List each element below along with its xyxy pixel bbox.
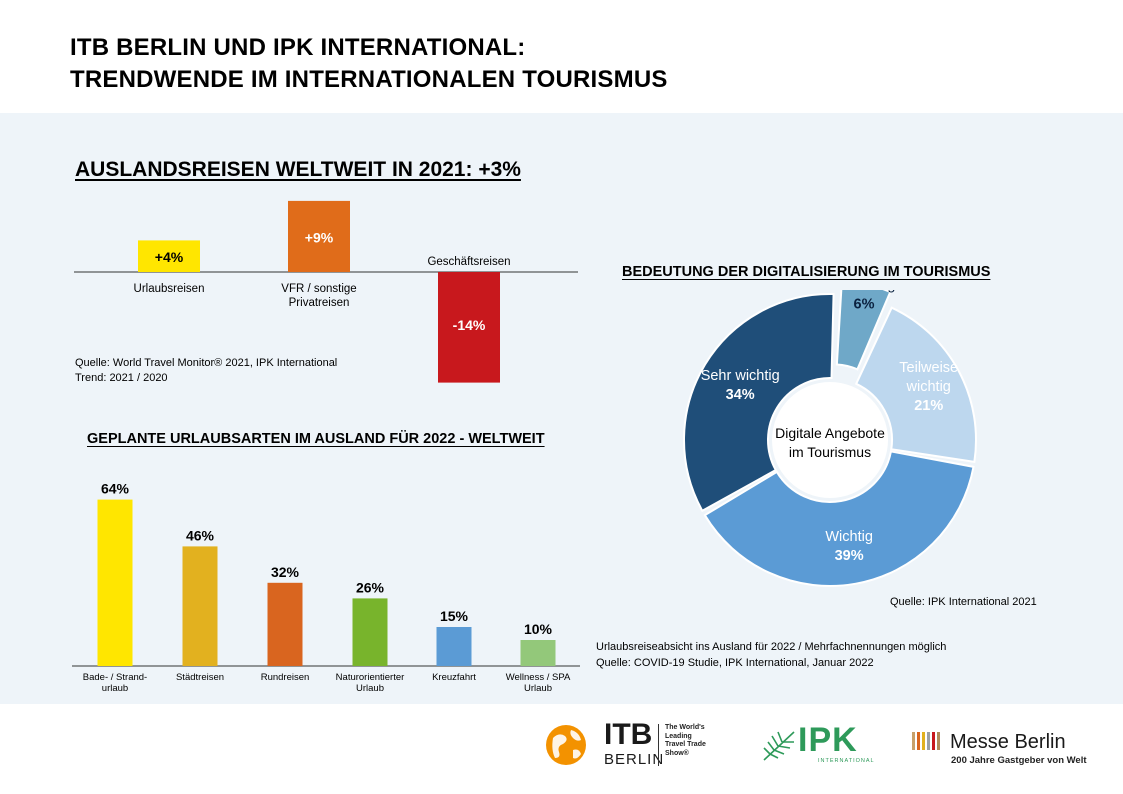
category-label: urlaub <box>102 683 128 694</box>
digitalization-heading: BEDEUTUNG DER DIGITALISIERUNG IM TOURISM… <box>622 264 991 280</box>
category-label: Privatreisen <box>289 297 350 309</box>
itb-divider <box>658 724 659 766</box>
page-title-line1: ITB BERLIN UND IPK INTERNATIONAL: <box>70 34 526 61</box>
data-label: 32% <box>271 564 300 580</box>
bar <box>520 640 556 666</box>
data-label: 46% <box>186 527 215 543</box>
data-label: -14% <box>453 317 486 333</box>
bar <box>288 200 350 272</box>
category-label: Rundreisen <box>261 672 310 683</box>
slice-label: Unwichtig <box>833 290 896 293</box>
data-label: 64% <box>101 481 130 497</box>
itb-tagline-2: Leading <box>665 732 692 740</box>
donut-slice <box>683 293 835 513</box>
slice-value-label: 34% <box>726 387 755 403</box>
data-label: 26% <box>356 579 385 595</box>
messe-bars-icon <box>912 732 940 750</box>
donut-center-label: Digitale Angebote <box>775 425 885 441</box>
itb-berlin-wordmark: BERLIN <box>604 751 665 768</box>
bar <box>438 272 500 383</box>
itb-tagline: The World's Leading Travel Trade Show® <box>665 724 706 758</box>
travel-trend-heading: AUSLANDSREISEN WELTWEIT IN 2021: +3% <box>75 158 521 181</box>
holiday-types-source: Quelle: COVID-19 Studie, IPK Internation… <box>596 657 874 669</box>
ipk-wordmark: IPK <box>798 721 858 759</box>
category-label: Geschäftsreisen <box>427 256 510 268</box>
bar <box>182 546 218 666</box>
category-label: VFR / sonstige <box>281 283 356 295</box>
digitalization-source: Quelle: IPK International 2021 <box>890 596 1037 608</box>
data-label: +4% <box>155 249 184 265</box>
digitalization-donut-chart: Sehr wichtig 34% Unwichtig 6% Teilweise wicht… <box>683 290 977 587</box>
data-label: +9% <box>305 229 334 245</box>
bar <box>352 598 388 666</box>
ipk-leaf-icon <box>763 731 795 761</box>
category-label: Urlaub <box>524 683 552 694</box>
itb-tagline-1: The World's <box>665 724 705 731</box>
category-label: Wellness / SPA <box>506 672 571 683</box>
globe-icon <box>546 725 586 765</box>
category-label: Bade- / Strand- <box>83 672 147 683</box>
slice-value-label: 6% <box>854 296 875 312</box>
donut-hole <box>772 382 888 498</box>
data-label: 15% <box>440 608 469 624</box>
slice-label: Teilweise <box>899 360 958 376</box>
holiday-types-note: Urlaubsreiseabsicht ins Ausland für 2022… <box>596 641 947 653</box>
itb-tagline-3: Travel Trade <box>665 741 706 748</box>
bar <box>436 627 472 666</box>
slice-label: Sehr wichtig <box>701 368 780 384</box>
category-label: Städtreisen <box>176 672 224 683</box>
donut-slice <box>835 290 892 371</box>
messe-berlin-wordmark: Messe Berlin <box>950 731 1066 753</box>
category-label: Urlaubsreisen <box>134 283 205 295</box>
slice-value-label: 21% <box>914 398 943 414</box>
bar <box>97 499 133 666</box>
category-label: Urlaub <box>356 683 384 694</box>
travel-trend-source: Quelle: World Travel Monitor® 2021, IPK … <box>75 357 338 369</box>
travel-trend-chart: +4% Urlaubsreisen +9% VFR / sonstige Privatr… <box>74 200 578 383</box>
bar <box>267 582 303 666</box>
messe-berlin-tagline: 200 Jahre Gastgeber von Welt <box>951 755 1087 766</box>
bar <box>138 240 200 272</box>
slice-label: wichtig <box>906 379 951 395</box>
ipk-international-wordmark: INTERNATIONAL <box>818 758 875 764</box>
donut-slice <box>854 306 977 463</box>
category-label: Naturorientierter <box>336 672 405 683</box>
holiday-types-heading: GEPLANTE URLAUBSARTEN IM AUSLAND FÜR 202… <box>87 431 545 447</box>
data-label: 10% <box>524 621 553 637</box>
donut-center-label: im Tourismus <box>789 444 871 460</box>
category-label: Kreuzfahrt <box>432 672 476 683</box>
slice-value-label: 39% <box>835 548 864 564</box>
slice-label: Wichtig <box>825 529 873 545</box>
itb-wordmark: ITB <box>604 718 653 751</box>
itb-berlin-logo <box>545 720 745 772</box>
page-title-line2: TRENDWENDE IM INTERNATIONALEN TOURISMUS <box>70 66 668 93</box>
holiday-types-chart: 64% Bade- / Strand-urlaub 46% Städtreisen 32… <box>72 481 580 694</box>
itb-tagline-4: Show® <box>665 749 689 757</box>
travel-trend-period: Trend: 2021 / 2020 <box>75 372 168 384</box>
donut-slice <box>703 450 975 587</box>
